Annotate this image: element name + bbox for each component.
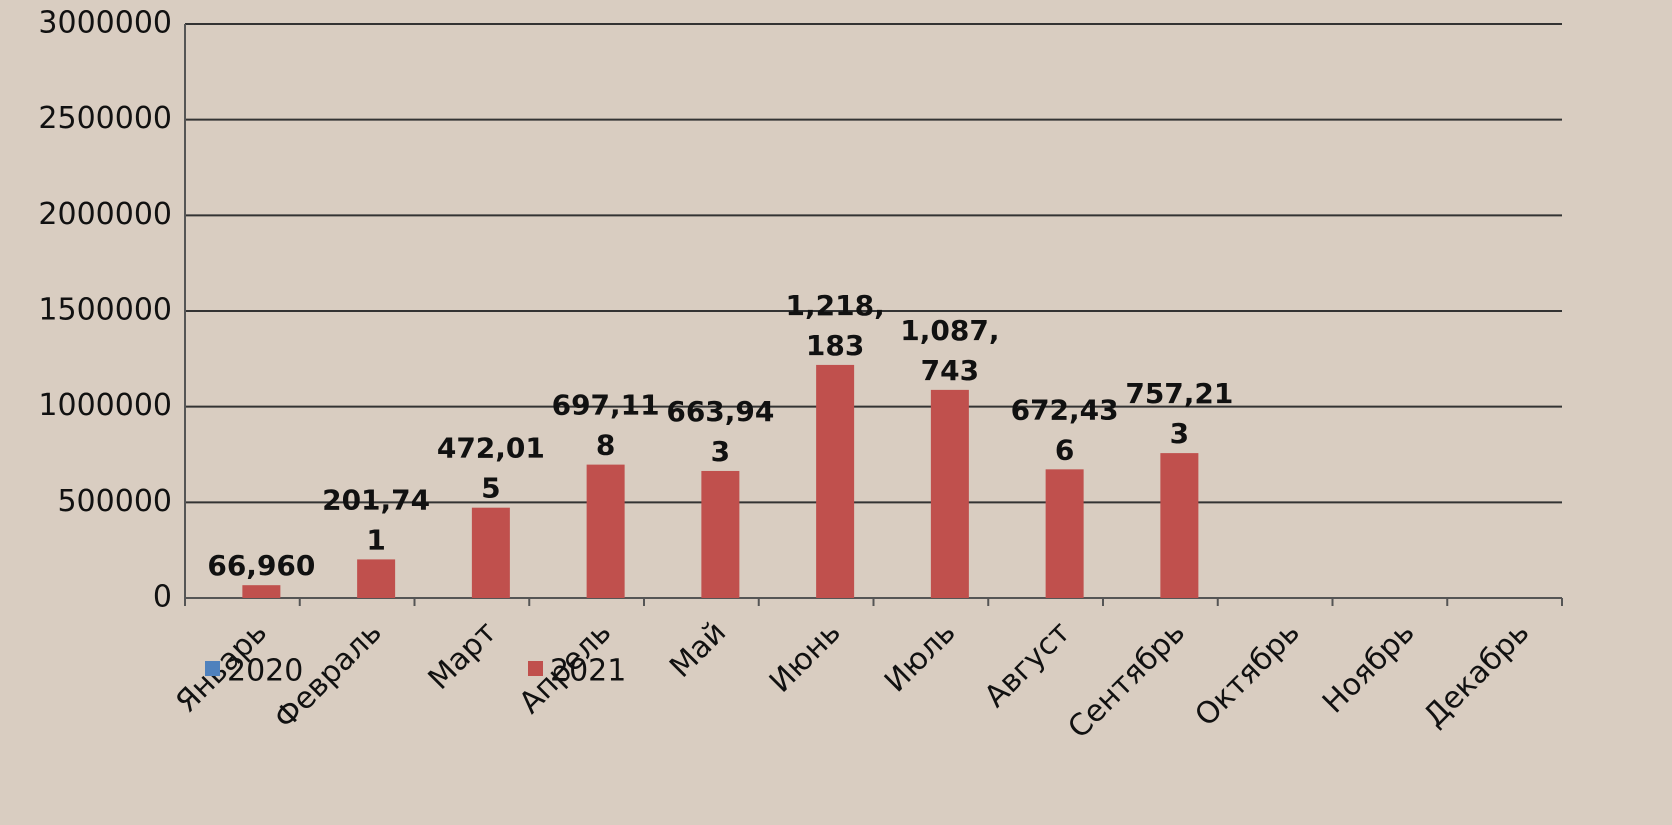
- y-tick-label: 1000000: [38, 388, 172, 423]
- legend-marker: [528, 661, 543, 676]
- data-label: 672,43 6: [1011, 393, 1119, 466]
- y-tick-label: 3000000: [38, 6, 172, 41]
- x-tick-label: Декабрь: [1417, 615, 1536, 734]
- y-tick-label: 500000: [57, 484, 172, 519]
- data-label: 1,087, 743: [900, 314, 999, 387]
- x-tick-label: Март: [422, 615, 504, 697]
- data-label: 66,960: [207, 549, 315, 582]
- legend-label: 2021: [550, 654, 626, 689]
- bar: [1160, 453, 1199, 598]
- x-tick-label: Октябрь: [1188, 615, 1306, 733]
- x-tick-label: Июнь: [763, 615, 848, 700]
- bar: [586, 464, 625, 598]
- x-tick-label: Сентябрь: [1061, 615, 1192, 746]
- y-tick-label: 2000000: [38, 197, 172, 232]
- legend-marker: [205, 661, 220, 676]
- y-tick-label: 2500000: [38, 101, 172, 136]
- data-label: 1,218, 183: [786, 289, 885, 362]
- data-label: 757,21 3: [1125, 377, 1233, 450]
- y-tick-label: 0: [153, 580, 172, 615]
- bar: [930, 389, 969, 598]
- bar: [1045, 469, 1084, 598]
- data-label: 663,94 3: [666, 395, 774, 468]
- x-tick-label: Ноябрь: [1316, 615, 1421, 720]
- x-tick-label: Август: [978, 615, 1077, 714]
- bar: [471, 507, 510, 598]
- legend-label: 2020: [227, 654, 303, 689]
- y-tick-label: 1500000: [38, 293, 172, 328]
- x-tick-label: Июль: [878, 615, 963, 700]
- data-label: 201,74 1: [322, 483, 430, 556]
- bar: [701, 470, 740, 598]
- data-label: 472,01 5: [437, 432, 545, 505]
- data-label: 697,11 8: [552, 389, 660, 462]
- bar: [242, 585, 281, 598]
- bar: [816, 364, 855, 598]
- bar: [357, 559, 396, 598]
- x-tick-label: Май: [663, 615, 733, 685]
